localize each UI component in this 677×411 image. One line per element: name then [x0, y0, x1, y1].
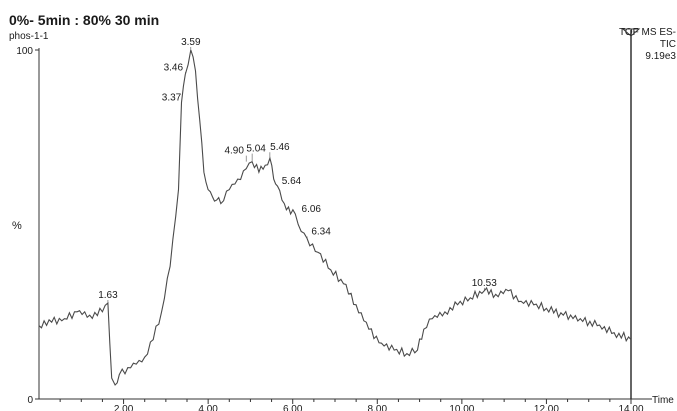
x-tick-label: 12.00	[534, 404, 559, 411]
peak-label: 5.04	[246, 144, 266, 155]
x-axis-label: Time	[652, 395, 674, 406]
sample-name: phos-1-1	[9, 31, 49, 42]
peak-label: 5.64	[282, 176, 302, 187]
x-tick-label: 4.00	[198, 404, 218, 411]
y-axis-label: %	[12, 220, 22, 232]
peak-label: 3.37	[162, 92, 182, 103]
peak-label: 10.53	[472, 278, 497, 289]
peak-label: 1.63	[98, 290, 118, 301]
x-tick-label: 6.00	[283, 404, 303, 411]
peak-label: 3.46	[164, 62, 184, 73]
instrument-label: TOF MS ES-	[619, 27, 676, 38]
peak-label: 4.90	[224, 146, 244, 157]
peak-label: 6.34	[311, 226, 331, 237]
tic-trace	[38, 49, 632, 386]
y-tick-label: 100	[16, 46, 33, 57]
intensity-scale-label: 9.19e3	[645, 51, 676, 62]
chart-title: 0%- 5min : 80% 30 min	[9, 12, 159, 28]
y-tick-label: 0	[27, 395, 33, 406]
peak-label: 5.46	[270, 142, 290, 153]
tic-label: TIC	[660, 39, 676, 50]
x-tick-label: 10.00	[449, 404, 474, 411]
end-marker-triangle	[621, 28, 641, 37]
x-tick-label: 8.00	[368, 404, 388, 411]
peak-label: 6.06	[302, 204, 322, 215]
x-tick-label: 2.00	[114, 404, 134, 411]
x-tick-label: 14.00	[618, 404, 643, 411]
peak-label: 3.59	[181, 37, 201, 48]
